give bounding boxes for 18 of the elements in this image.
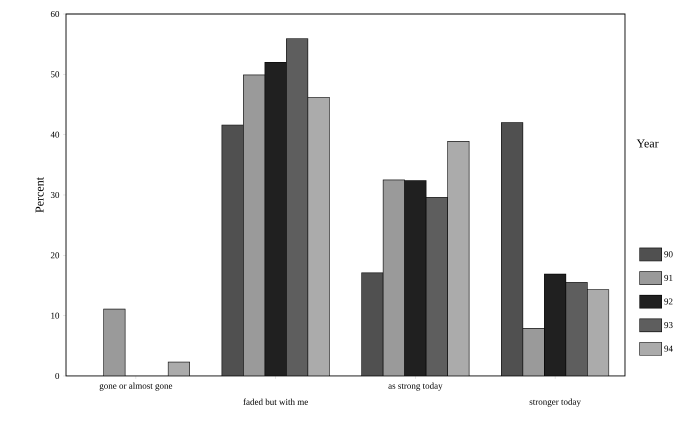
legend-label: 91 <box>664 274 672 281</box>
x-tick-label: gone or almost gone <box>100 382 172 391</box>
legend-label: 94 <box>664 346 673 352</box>
y-tick-label: 50 <box>50 71 60 78</box>
x-tick-label: stronger today <box>530 398 581 407</box>
y-tick-label: 0 <box>55 372 60 380</box>
y-tick-label: 40 <box>50 132 60 138</box>
x-tick-label: faded but with me <box>243 398 308 405</box>
y-tick-label: 10 <box>51 312 60 319</box>
legend-title: Year <box>636 139 659 148</box>
y-tick-label: 30 <box>50 192 60 198</box>
y-tick-label: 60 <box>50 10 60 18</box>
y-tick-label: 20 <box>50 252 60 258</box>
legend-label: 92 <box>664 298 672 305</box>
y-axis-title: Percent <box>36 177 44 213</box>
x-tick-label: as strong today <box>388 382 443 391</box>
legend-label: 93 <box>664 322 673 328</box>
legend-label: 90 <box>664 251 673 258</box>
